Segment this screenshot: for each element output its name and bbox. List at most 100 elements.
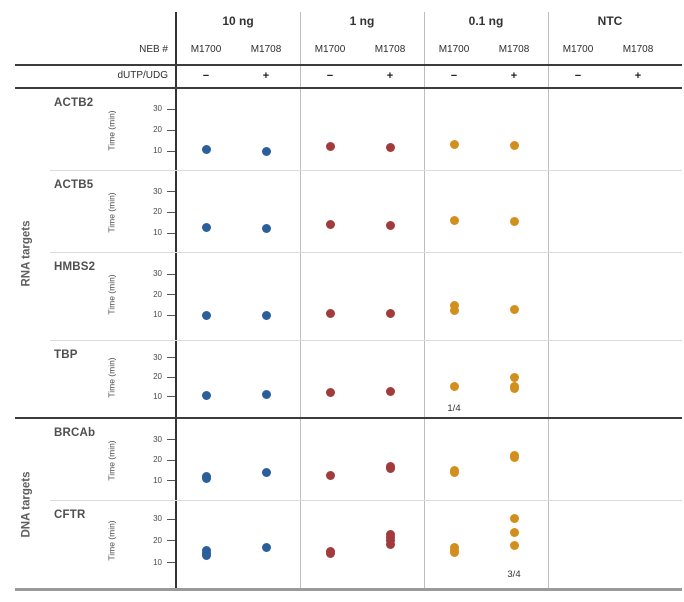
data-point — [201, 391, 211, 401]
tick-label: 10 — [153, 310, 162, 319]
column-group-label: 0.1 ng — [468, 14, 504, 28]
tick-label: 30 — [153, 352, 162, 362]
tick-label: 30 — [153, 434, 162, 444]
tick-label: 30 — [153, 269, 162, 279]
tick-label: 30 — [153, 514, 162, 524]
dutp-sign: + — [262, 70, 270, 82]
data-point — [261, 146, 271, 156]
header-rule-top — [15, 64, 682, 66]
data-point — [509, 384, 519, 394]
neb-number-label: M1700 — [562, 44, 594, 55]
data-point — [261, 542, 271, 552]
tick-mark — [167, 314, 175, 316]
data-point — [385, 539, 395, 549]
data-point — [325, 220, 335, 230]
neb-number-label: M1708 — [498, 44, 530, 55]
data-point — [509, 513, 519, 523]
data-point — [201, 223, 211, 233]
column-group-divider — [300, 12, 301, 589]
data-point — [385, 387, 395, 397]
tick-mark — [167, 439, 175, 440]
data-point — [201, 310, 211, 320]
data-point — [261, 224, 271, 234]
data-point — [449, 548, 459, 558]
data-point — [325, 309, 335, 319]
data-point — [261, 310, 271, 320]
tick-mark — [167, 396, 175, 397]
data-point — [449, 140, 459, 150]
column-group-divider — [424, 12, 425, 589]
data-point — [449, 467, 459, 477]
tick-label: 20 — [153, 125, 162, 134]
tick-mark — [167, 150, 175, 152]
tick-mark — [167, 540, 175, 542]
data-point — [201, 551, 211, 561]
time-axis-label: Time (min) — [106, 356, 117, 398]
tick-label: 20 — [153, 372, 162, 381]
tick-label: 30 — [153, 186, 162, 196]
dutp-sign: + — [634, 70, 642, 82]
data-point — [509, 217, 519, 227]
column-group-label: 10 ng — [222, 14, 254, 28]
tick-mark — [167, 357, 175, 358]
row-group-label: RNA targets — [20, 219, 33, 287]
figure-bottom-rule — [15, 588, 682, 591]
target-label: CFTR — [54, 509, 86, 521]
row-separator — [50, 252, 682, 253]
tick-label: 10 — [153, 391, 162, 401]
data-point — [325, 142, 335, 152]
time-axis-label: Time (min) — [106, 439, 117, 481]
dutp-sign: − — [574, 70, 582, 82]
neb-number-label: M1700 — [438, 44, 470, 55]
data-point — [509, 527, 519, 537]
column-group-divider — [548, 12, 549, 589]
header-rule-bottom — [15, 87, 682, 89]
target-label: TBP — [54, 349, 78, 361]
tick-mark — [167, 459, 175, 461]
data-point — [325, 549, 335, 559]
dutp-sign: − — [450, 70, 458, 82]
data-point — [509, 305, 519, 315]
time-axis-label: Time (min) — [106, 520, 117, 561]
data-point — [509, 373, 519, 383]
tick-mark — [167, 562, 175, 563]
tick-mark — [167, 518, 175, 520]
data-point — [261, 390, 271, 400]
tick-mark — [167, 108, 175, 110]
dutp-sign: − — [202, 70, 210, 82]
dutp-sign: + — [386, 70, 394, 82]
time-axis-label: Time (min) — [106, 109, 117, 151]
tick-mark — [167, 191, 175, 193]
data-point — [385, 221, 395, 231]
tick-mark — [167, 294, 175, 296]
neb-number-label: M1708 — [250, 44, 282, 55]
data-point — [325, 470, 335, 480]
row-separator — [50, 340, 682, 341]
data-point — [449, 216, 459, 226]
data-point — [509, 453, 519, 463]
tick-mark — [167, 129, 175, 131]
data-point — [385, 463, 395, 473]
tick-label: 10 — [153, 146, 162, 155]
row-separator — [50, 170, 682, 171]
column-group-label: 1 ng — [349, 14, 375, 28]
neb-row-label: NEB # — [139, 44, 168, 55]
data-point — [509, 141, 519, 151]
tick-mark — [167, 376, 175, 378]
target-label: BRCAb — [54, 427, 96, 439]
time-axis-label: Time (min) — [106, 274, 117, 315]
target-label: ACTB5 — [54, 179, 94, 191]
target-label: ACTB2 — [54, 97, 94, 109]
tick-label: 20 — [153, 289, 162, 299]
dutp-row-label: dUTP/UDG — [117, 70, 168, 81]
neb-number-label: M1708 — [374, 44, 406, 55]
tick-label: 20 — [153, 455, 162, 464]
column-group-label: NTC — [597, 14, 623, 28]
time-axis-label: Time (min) — [106, 192, 117, 233]
tick-label: 10 — [153, 557, 162, 567]
data-point — [449, 301, 459, 311]
data-point — [201, 145, 211, 155]
annotation-label: 1/4 — [447, 402, 461, 414]
data-point — [385, 143, 395, 153]
